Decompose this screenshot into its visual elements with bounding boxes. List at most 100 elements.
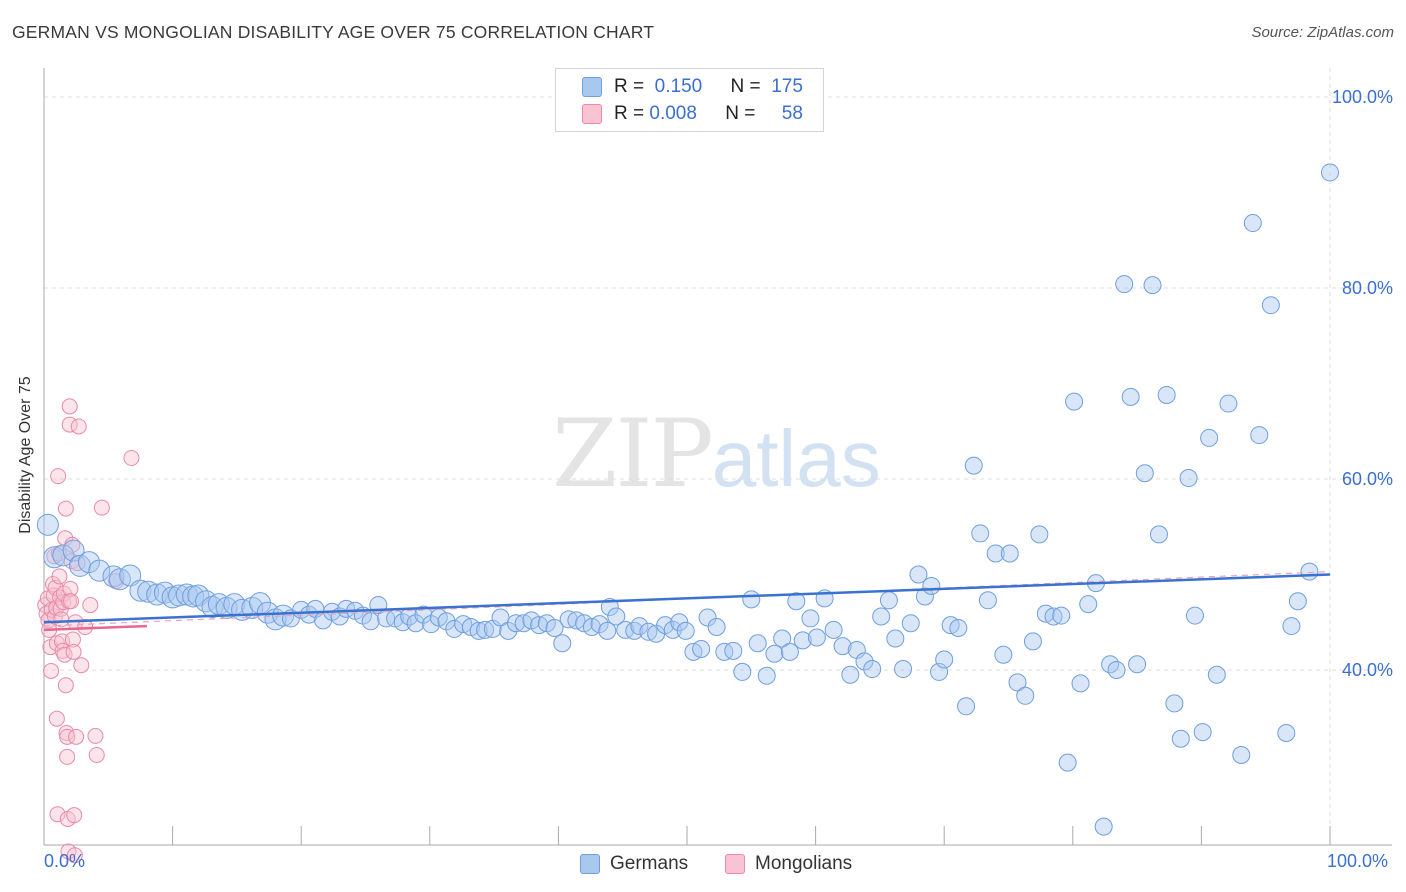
data-point-germans bbox=[886, 629, 905, 648]
data-point-germans bbox=[616, 620, 635, 639]
data-point-germans bbox=[663, 620, 682, 639]
data-point-germans bbox=[894, 660, 913, 679]
data-point-mongolians bbox=[59, 728, 76, 745]
data-point-germans bbox=[1008, 673, 1027, 692]
data-point-germans bbox=[1135, 464, 1154, 483]
data-point-germans bbox=[994, 645, 1013, 664]
series-germans bbox=[36, 163, 1339, 836]
data-point-germans bbox=[1044, 607, 1063, 626]
legend-swatch-blue bbox=[582, 77, 602, 97]
y-axis-label: Disability Age Over 75 bbox=[17, 376, 34, 534]
data-point-germans bbox=[1193, 723, 1212, 742]
data-point-germans bbox=[773, 629, 792, 648]
data-point-mongolians bbox=[68, 728, 85, 745]
trend-lines bbox=[43, 571, 1331, 632]
data-point-mongolians bbox=[62, 580, 79, 597]
data-point-mongolians bbox=[73, 657, 90, 674]
data-point-germans bbox=[590, 615, 609, 634]
data-point-germans bbox=[506, 614, 525, 633]
data-point-mongolians bbox=[61, 398, 78, 415]
data-point-germans bbox=[1115, 275, 1134, 294]
data-point-germans bbox=[1321, 163, 1339, 182]
data-point-mongolians bbox=[46, 548, 63, 565]
data-point-germans bbox=[69, 554, 92, 577]
data-point-germans bbox=[1071, 674, 1090, 693]
data-point-germans bbox=[88, 559, 111, 582]
data-point-germans bbox=[872, 607, 891, 626]
data-point-mongolians bbox=[66, 807, 83, 824]
data-point-germans bbox=[949, 618, 968, 637]
data-point-germans bbox=[1128, 655, 1147, 674]
data-point-germans bbox=[964, 456, 983, 475]
data-point-germans bbox=[1000, 544, 1019, 563]
data-point-germans bbox=[742, 590, 761, 609]
r-label: R = bbox=[614, 103, 645, 124]
legend-item-mongolians[interactable]: Mongolians bbox=[725, 851, 852, 877]
data-point-mongolians bbox=[64, 631, 81, 648]
n-value: 58 bbox=[781, 103, 803, 124]
data-point-germans bbox=[1121, 387, 1140, 406]
data-point-germans bbox=[1165, 694, 1184, 713]
legend-item-germans[interactable]: Germans bbox=[580, 851, 688, 877]
data-point-germans bbox=[1282, 617, 1301, 636]
data-point-germans bbox=[52, 544, 75, 567]
data-point-germans bbox=[676, 621, 695, 640]
watermark-zip: ZIP bbox=[552, 400, 714, 509]
data-point-germans bbox=[1185, 606, 1204, 625]
data-point-germans bbox=[553, 634, 572, 653]
gridlines bbox=[44, 68, 1392, 845]
data-point-mongolians bbox=[88, 746, 105, 763]
y-tick-label: 40.0% bbox=[1341, 660, 1393, 680]
data-point-germans bbox=[1243, 214, 1262, 233]
data-point-mongolians bbox=[56, 646, 73, 663]
data-point-germans bbox=[915, 587, 934, 606]
data-point-germans bbox=[1277, 724, 1296, 743]
data-point-germans bbox=[469, 621, 488, 640]
data-point-germans bbox=[841, 665, 860, 684]
data-point-germans bbox=[1288, 592, 1307, 611]
r-value: 0.008 bbox=[649, 103, 697, 124]
data-point-germans bbox=[129, 579, 152, 602]
data-point-germans bbox=[1079, 595, 1098, 614]
trend-germans bbox=[43, 573, 1331, 624]
legend-swatch-pink bbox=[582, 104, 602, 124]
data-point-mongolians bbox=[63, 593, 80, 610]
r-value: 0.150 bbox=[654, 76, 703, 97]
data-point-germans bbox=[957, 697, 976, 716]
data-point-mongolians bbox=[65, 643, 82, 660]
y-tick-label: 60.0% bbox=[1341, 469, 1393, 489]
data-point-germans bbox=[422, 615, 441, 634]
legend-label-germans: Germans bbox=[610, 853, 689, 874]
legend-label-mongolians: Mongolians bbox=[755, 853, 853, 874]
x-tick-label: 100.0% bbox=[1327, 851, 1389, 871]
data-point-germans bbox=[855, 652, 874, 671]
watermark-atlas: atlas bbox=[711, 414, 881, 503]
data-point-germans bbox=[733, 662, 752, 681]
y-tick-label: 100.0% bbox=[1331, 87, 1393, 107]
data-point-germans bbox=[36, 513, 59, 536]
data-point-germans bbox=[909, 565, 928, 584]
data-point-germans bbox=[476, 620, 495, 639]
data-point-germans bbox=[607, 607, 626, 626]
data-point-germans bbox=[1219, 394, 1238, 413]
data-point-germans bbox=[801, 609, 820, 628]
data-point-germans bbox=[824, 620, 843, 639]
n-label: N = bbox=[730, 76, 761, 97]
data-point-germans bbox=[559, 610, 578, 629]
data-point-germans bbox=[639, 622, 658, 641]
data-point-germans bbox=[724, 641, 743, 660]
data-point-germans bbox=[935, 650, 954, 669]
data-point-germans bbox=[922, 576, 941, 595]
data-point-germans bbox=[499, 621, 518, 640]
data-point-germans bbox=[137, 580, 160, 603]
data-point-germans bbox=[748, 634, 767, 653]
data-point-germans bbox=[43, 546, 66, 569]
legend-swatch-mongolians bbox=[725, 854, 745, 874]
data-point-germans bbox=[971, 524, 990, 543]
data-point-mongolians bbox=[70, 418, 87, 435]
data-point-germans bbox=[195, 590, 218, 613]
n-value: 175 bbox=[771, 76, 803, 97]
data-point-germans bbox=[1261, 296, 1280, 315]
data-point-germans bbox=[757, 666, 776, 685]
data-point-germans bbox=[901, 614, 920, 633]
